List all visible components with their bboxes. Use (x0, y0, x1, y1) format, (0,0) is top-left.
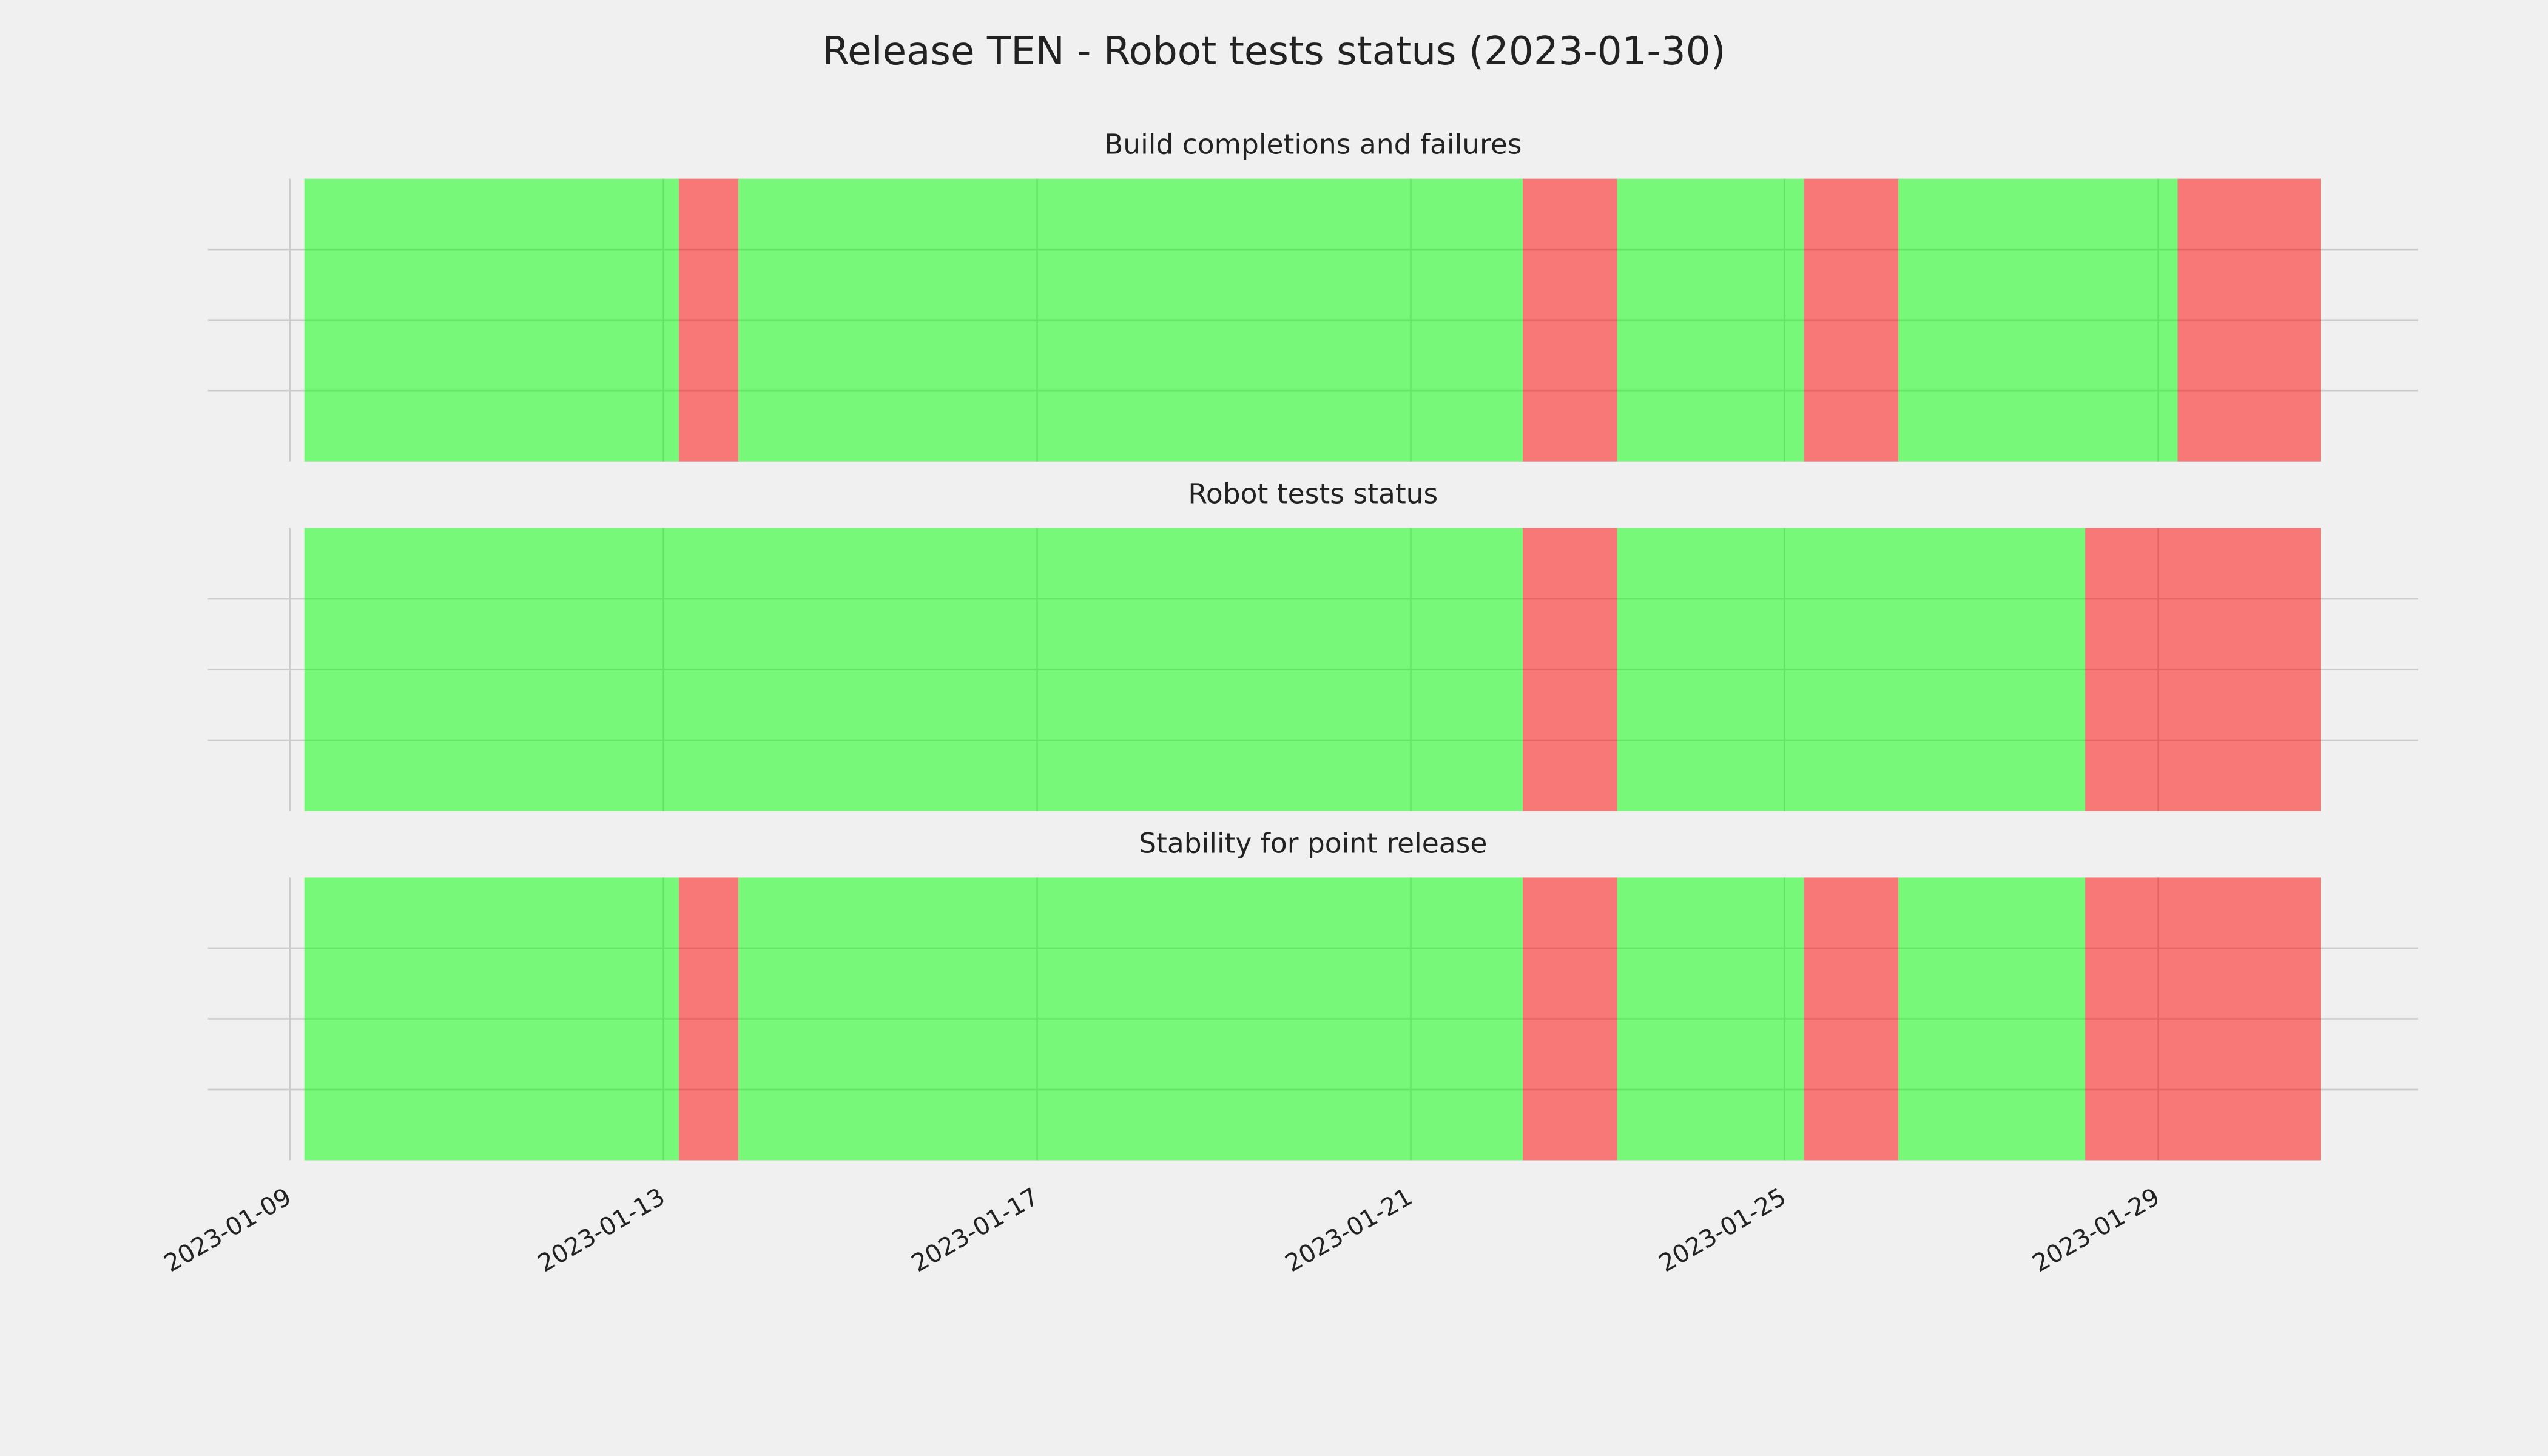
status-span (2085, 877, 2321, 1161)
status-span (1804, 877, 1899, 1161)
status-span (1804, 178, 1899, 462)
status-span (1898, 877, 2086, 1161)
x-tick-label: 2023-01-21 (1281, 1183, 1417, 1278)
status-span (738, 178, 1523, 462)
status-span (2085, 528, 2321, 811)
status-span (1522, 528, 1617, 811)
x-tick-label: 2023-01-09 (160, 1183, 296, 1278)
status-span (1522, 178, 1617, 462)
status-span (679, 877, 739, 1161)
status-span (1522, 877, 1617, 1161)
status-span (738, 877, 1523, 1161)
status-span (1617, 528, 2086, 811)
status-span (1617, 178, 1804, 462)
status-span (1617, 877, 1804, 1161)
status-span (304, 178, 679, 462)
subplot-title: Robot tests status (1188, 477, 1438, 510)
status-span (679, 178, 739, 462)
subplot-title: Build completions and failures (1104, 129, 1522, 161)
x-tick-label: 2023-01-17 (907, 1183, 1043, 1278)
subplot-title: Stability for point release (1139, 827, 1487, 859)
status-span (304, 528, 1523, 811)
status-span (304, 877, 679, 1161)
x-tick-label: 2023-01-29 (2028, 1183, 2165, 1278)
status-span (2177, 178, 2321, 462)
status-span (1898, 178, 2178, 462)
x-tick-label: 2023-01-25 (1654, 1183, 1791, 1278)
x-tick-label: 2023-01-13 (533, 1183, 670, 1278)
chart-title: Release TEN - Robot tests status (2023-0… (822, 29, 1725, 74)
